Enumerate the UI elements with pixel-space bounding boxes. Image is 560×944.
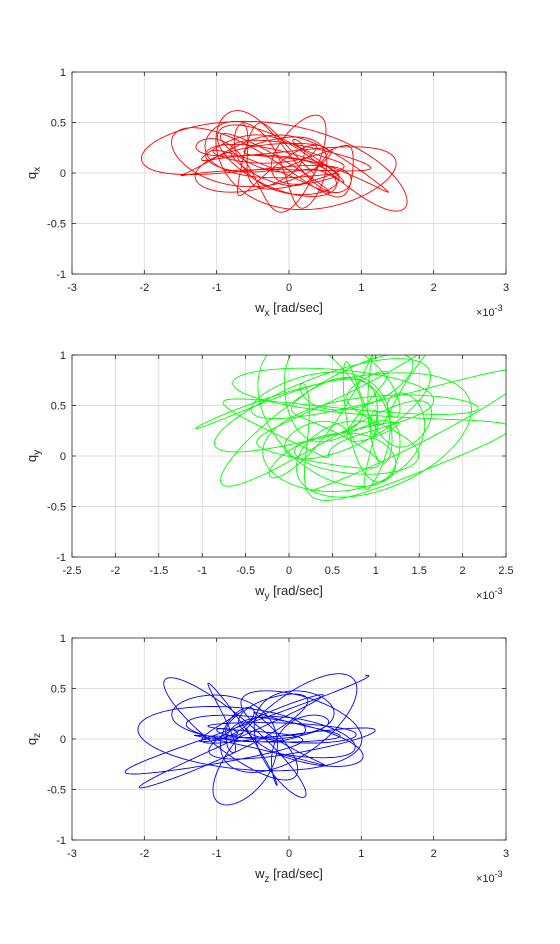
y-tick-label: 0.5 — [51, 684, 66, 696]
x-tick-label: -3 — [67, 848, 77, 860]
x-tick-label: 1 — [358, 282, 364, 294]
y-tick-label: -0.5 — [47, 502, 66, 514]
x-tick-label: -0.5 — [236, 565, 255, 577]
x-tick-label: 1.5 — [412, 565, 427, 577]
y-axis-label: qz — [24, 733, 43, 745]
subplot-2: -2.5 -2 -1.5 -1 -0.5 0 0.5 1 1.5 2 2.5 -1 -0.5 0 0.5 1 w… — [24, 350, 514, 602]
x-tick-label: 2.5 — [498, 565, 513, 577]
y-tick-label: -1 — [56, 269, 66, 281]
trajectory-line — [195, 355, 506, 501]
x-exponent-label: ×10-3 — [476, 586, 503, 602]
x-tick-label: -1 — [212, 282, 222, 294]
x-tick-label: 2 — [431, 282, 437, 294]
x-axis-label: wz [rad/sec] — [254, 866, 323, 885]
y-tick-label: -1 — [56, 835, 66, 847]
y-tick-label: -1 — [56, 552, 66, 564]
x-tick-label: 0 — [286, 848, 292, 860]
y-tick-label: -0.5 — [47, 219, 66, 231]
x-tick-label: 0 — [286, 282, 292, 294]
x-tick-label: 2 — [460, 565, 466, 577]
x-tick-label: -2 — [139, 282, 149, 294]
x-tick-label: -2.5 — [63, 565, 82, 577]
y-tick-label: 0 — [60, 451, 66, 463]
x-tick-label: -2 — [139, 848, 149, 860]
y-tick-label: 1 — [60, 633, 66, 645]
x-tick-label: 3 — [503, 282, 509, 294]
x-tick-label: 2 — [431, 848, 437, 860]
trajectory-line — [141, 110, 408, 213]
x-tick-label: -1 — [212, 848, 222, 860]
y-tick-label: -0.5 — [47, 785, 66, 797]
y-tick-label: 0 — [60, 734, 66, 746]
x-tick-label: 3 — [503, 848, 509, 860]
x-exponent-label: ×10-3 — [476, 303, 503, 319]
subplot-3: -3 -2 -1 0 1 2 3 -1 -0.5 0 0.5 1 wz [rad/sec] qz ×10-3 — [24, 633, 509, 885]
x-tick-label: 1 — [358, 848, 364, 860]
subplot-1: -3 -2 -1 0 1 2 3 -1 -0.5 0 0.5 1 wx [rad/sec] qx ×10-3 — [24, 67, 509, 319]
y-tick-label: 1 — [60, 67, 66, 79]
y-axis-label: qy — [24, 450, 43, 462]
x-tick-label: 0.5 — [325, 565, 340, 577]
x-axis-label: wy [rad/sec] — [254, 583, 323, 602]
x-tick-label: -1.5 — [149, 565, 168, 577]
x-tick-label: -1 — [197, 565, 207, 577]
trajectory-line — [124, 673, 376, 806]
x-axis-label: wx [rad/sec] — [254, 300, 323, 319]
x-exponent-label: ×10-3 — [476, 869, 503, 885]
y-tick-label: 1 — [60, 350, 66, 362]
x-tick-label: -2 — [111, 565, 121, 577]
y-tick-label: 0 — [60, 168, 66, 180]
y-tick-label: 0.5 — [51, 401, 66, 413]
y-tick-label: 0.5 — [51, 118, 66, 130]
x-tick-label: -3 — [67, 282, 77, 294]
x-tick-label: 0 — [286, 565, 292, 577]
x-tick-label: 1 — [373, 565, 379, 577]
y-axis-label: qx — [24, 167, 43, 179]
